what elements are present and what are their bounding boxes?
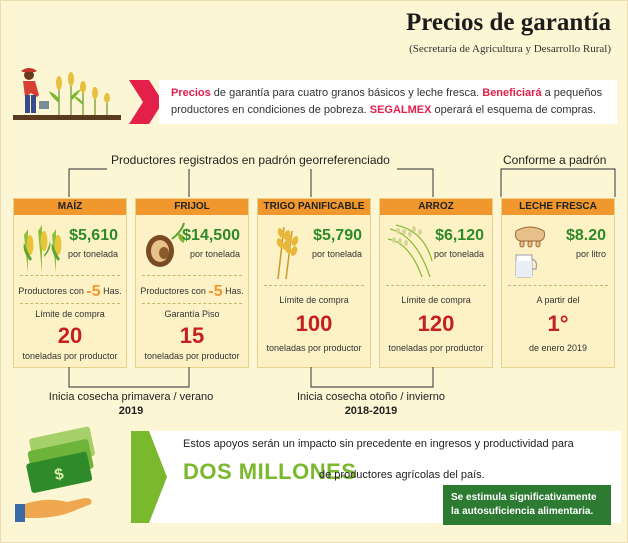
price-unit: por tonelada xyxy=(67,249,118,259)
green-chevron-icon xyxy=(131,431,167,523)
card-leche: LECHE FRESCA $8.20 por litro A partir de… xyxy=(501,198,615,368)
price: $6,120 xyxy=(435,227,484,244)
divider xyxy=(142,303,242,304)
limit-unit: toneladas por productor xyxy=(22,351,118,361)
milk-icon xyxy=(515,226,545,278)
divider xyxy=(264,285,364,286)
price: $5,610 xyxy=(69,227,118,244)
intro-text-3: operará el esquema de compras. xyxy=(431,104,596,116)
red-chevron-icon xyxy=(129,80,163,124)
box-line-2: la autosuficiencia alimentaria. xyxy=(451,506,594,517)
price: $8.20 xyxy=(565,227,606,244)
divider xyxy=(508,285,608,286)
harvest-oi-year: 2018-2019 xyxy=(344,405,398,417)
producers-row: Productores con -5 Has. xyxy=(136,283,248,301)
impact-text: Estos apoyos serán un impacto sin preced… xyxy=(183,438,574,450)
corn-icon xyxy=(23,225,62,273)
divider xyxy=(20,275,120,276)
registered-label: Productores registrados en padrón georre… xyxy=(111,153,390,167)
price-unit: por litro xyxy=(575,249,606,259)
producers-number: -5 xyxy=(86,283,101,300)
limit-value: 20 xyxy=(57,323,83,348)
impact-big: DOS MILLONES xyxy=(183,459,357,484)
limit-label: A partir del xyxy=(536,295,580,305)
producers-suffix: Has. xyxy=(225,286,244,296)
self-sufficiency-box: Se estimula significativamente la autosu… xyxy=(443,485,611,525)
intro-text-1: de garantía para cuatro granos básicos y… xyxy=(210,87,483,99)
harvest-oi-label: Inicia cosecha otoño / invierno xyxy=(297,391,445,403)
price-unit: por tonelada xyxy=(189,249,240,259)
card-title: LECHE FRESCA xyxy=(502,199,614,215)
limit-value: 15 xyxy=(179,323,205,348)
divider xyxy=(20,303,120,304)
limit-unit: toneladas por productor xyxy=(388,343,484,353)
divider xyxy=(386,285,486,286)
intro-text: Precios de garantía para cuatro granos b… xyxy=(159,80,617,124)
price-unit: por tonelada xyxy=(433,249,484,259)
limit-label: Límite de compra xyxy=(35,309,105,319)
price-unit: por tonelada xyxy=(311,249,362,259)
limit-unit: toneladas por productor xyxy=(266,343,362,353)
price: $14,500 xyxy=(182,227,240,244)
impact-box: Estos apoyos serán un impacto sin preced… xyxy=(131,431,621,525)
intro-text-2: a pequeños productores en condiciones de… xyxy=(171,87,603,116)
card-frijol: FRIJOL $14,500 por tonelada Productores … xyxy=(135,198,249,368)
card-title: TRIGO PANIFICABLE xyxy=(258,199,370,215)
svg-text:$: $ xyxy=(53,466,65,484)
divider xyxy=(142,275,242,276)
intro-highlight-precios: Precios xyxy=(171,87,211,99)
limit-value: 1° xyxy=(547,311,569,336)
impact-rest: de productores agrícolas del país. xyxy=(319,469,485,481)
limit-label: Garantía Piso xyxy=(164,309,220,319)
harvest-pv-label: Inicia cosecha primavera / verano xyxy=(48,391,214,403)
money-hand-icon: $ xyxy=(15,426,95,522)
card-maiz: MAÍZ $5,610 por tonelada Productores con… xyxy=(13,198,127,368)
card-trigo: TRIGO PANIFICABLE $5,790 por tonelada Lí… xyxy=(257,198,371,368)
card-title: FRIJOL xyxy=(136,199,248,215)
farmer-icon xyxy=(13,68,121,120)
limit-label: Límite de compra xyxy=(401,295,471,305)
limit-value: 100 xyxy=(295,311,333,336)
intro-highlight-segalmex: SEGALMEX xyxy=(369,104,432,116)
producers-prefix: Productores con xyxy=(140,286,206,296)
price: $5,790 xyxy=(313,227,362,244)
conforme-label: Conforme a padrón xyxy=(503,153,607,167)
rice-icon xyxy=(387,224,433,278)
card-arroz: ARROZ $6,120 por tonelada Límite de comp… xyxy=(379,198,493,368)
producers-number: -5 xyxy=(208,283,223,300)
page-title: Precios de garantía xyxy=(405,9,611,36)
card-title: ARROZ xyxy=(380,199,492,215)
limit-unit: toneladas por productor xyxy=(144,351,240,361)
producers-suffix: Has. xyxy=(103,286,122,296)
box-line-1: Se estimula significativamente xyxy=(451,492,597,503)
top-bracket xyxy=(68,168,616,197)
bean-icon xyxy=(146,222,185,267)
card-title: MAÍZ xyxy=(14,199,126,215)
limit-label: Límite de compra xyxy=(279,295,349,305)
limit-value: 120 xyxy=(417,311,455,336)
intro-highlight-beneficiara: Beneficiará xyxy=(482,87,542,99)
harvest-pv-year: 2019 xyxy=(118,405,144,417)
wheat-icon xyxy=(276,226,299,279)
producers-prefix: Productores con xyxy=(18,286,84,296)
page-subtitle: (Secretaría de Agricultura y Desarrollo … xyxy=(409,43,611,55)
producers-row: Productores con -5 Has. xyxy=(14,283,126,301)
bottom-bracket xyxy=(68,367,434,388)
limit-unit: de enero 2019 xyxy=(528,343,588,353)
